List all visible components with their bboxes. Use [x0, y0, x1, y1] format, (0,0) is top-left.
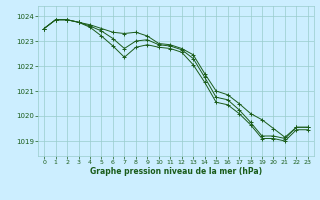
X-axis label: Graphe pression niveau de la mer (hPa): Graphe pression niveau de la mer (hPa) [90, 167, 262, 176]
